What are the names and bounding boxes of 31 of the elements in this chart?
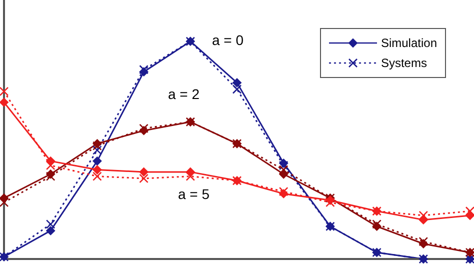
point <box>278 160 288 170</box>
annotation: a = 5 <box>178 186 210 202</box>
point <box>186 172 196 181</box>
annotation: a = 2 <box>168 86 200 102</box>
point <box>326 198 335 208</box>
point <box>92 165 102 174</box>
point <box>92 146 102 155</box>
point <box>46 172 56 181</box>
point <box>92 172 102 181</box>
legend-label: Systems <box>380 56 427 70</box>
point <box>92 141 102 150</box>
point <box>0 198 9 208</box>
point <box>92 156 102 166</box>
point <box>465 206 474 216</box>
annotation: a = 0 <box>212 32 244 48</box>
point <box>418 236 428 246</box>
point <box>278 165 288 174</box>
point <box>232 84 242 94</box>
point <box>372 220 382 229</box>
point <box>139 64 148 74</box>
legend-label: Simulation <box>380 36 437 50</box>
point <box>232 78 242 88</box>
point <box>46 226 56 236</box>
point <box>0 86 9 96</box>
point <box>46 220 56 229</box>
point <box>0 98 8 107</box>
point <box>139 167 148 176</box>
point <box>46 160 56 170</box>
point <box>139 174 148 184</box>
point <box>278 186 288 196</box>
point <box>418 210 428 220</box>
